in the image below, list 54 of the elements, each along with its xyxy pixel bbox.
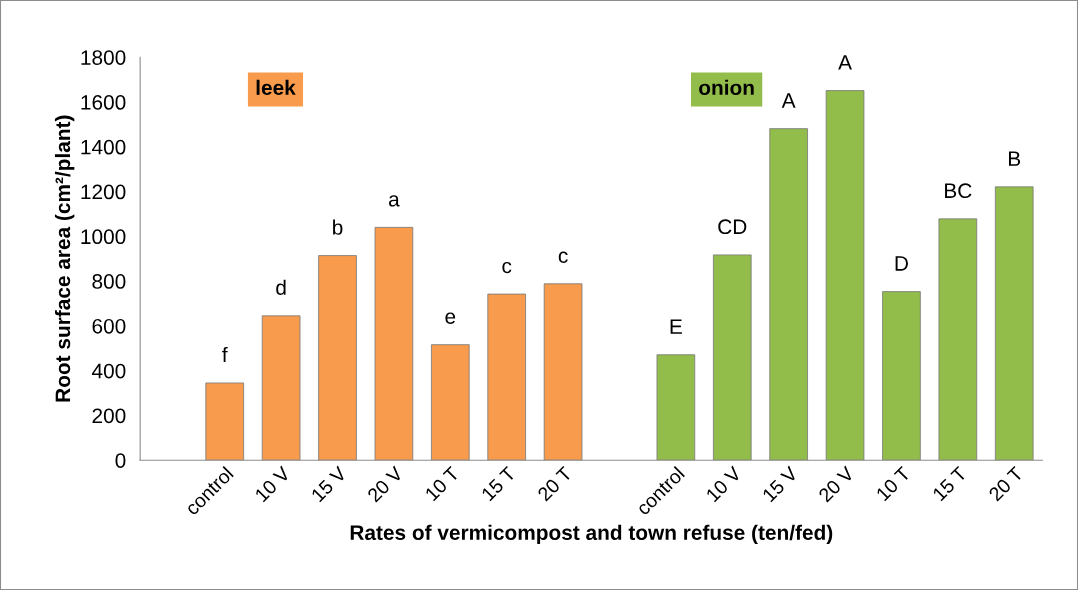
y-tick-label: 800 [92,274,126,289]
x-tick-label: 20 V [817,465,856,503]
data-label: f [222,346,228,362]
bar [825,90,865,461]
y-tick-label: 400 [91,363,126,379]
data-label: b [333,219,343,235]
y-tick-label: 200 [92,408,126,424]
x-tick-label: 15 T [932,465,968,502]
y-tick-label: 1000 [81,229,126,245]
x-tick-label: 15 V [761,465,799,503]
data-label: CD [718,219,747,235]
bar [938,218,978,461]
data-label: e [445,312,456,324]
data-label: A [781,93,796,108]
bar [994,186,1034,461]
data-label: BC [945,183,972,199]
x-tick-label: 10 T [875,465,912,502]
bar [318,255,357,461]
bar [374,226,414,461]
bar [712,254,752,461]
y-tick-label: 1800 [81,50,126,65]
y-tick-label: 1400 [81,139,126,155]
x-tick-label: 10 V [254,465,292,503]
bar [769,128,808,461]
y-tick-label: 1200 [81,184,126,200]
x-tick-label: 20 T [988,465,1025,502]
bar [487,293,527,461]
data-label: c [502,261,512,274]
x-tick-label: 20 T [536,465,573,502]
data-label: c [558,251,568,263]
text: leek [256,79,296,96]
x-tick-label: 20 V [366,465,404,503]
x-tick-label: 10 T [424,465,461,502]
y-tick-label: 0 [115,453,126,468]
x-tick-label: 15 V [310,465,348,503]
data-label: A [838,55,852,70]
bar [656,354,696,461]
bar [261,315,301,461]
bar [205,382,245,461]
data-label: d [276,279,286,296]
x-tick-label: 15 T [480,465,517,502]
x-tick-label: 10 V [705,465,743,503]
y-axis-title: Root surface area (cm²/plant) [54,115,75,402]
series-label: onion [699,79,754,96]
data-label: E [670,319,682,334]
bar [882,291,921,461]
data-label: B [1008,151,1021,166]
data-label: D [895,256,908,271]
data-label: a [389,195,400,207]
y-tick-label: 600 [92,318,126,334]
y-tick-label: 1600 [81,95,126,110]
bar [430,344,470,461]
bar [543,283,583,461]
x-axis-title: Rates of vermicompost and town refuse (ten/fed) [350,524,833,545]
